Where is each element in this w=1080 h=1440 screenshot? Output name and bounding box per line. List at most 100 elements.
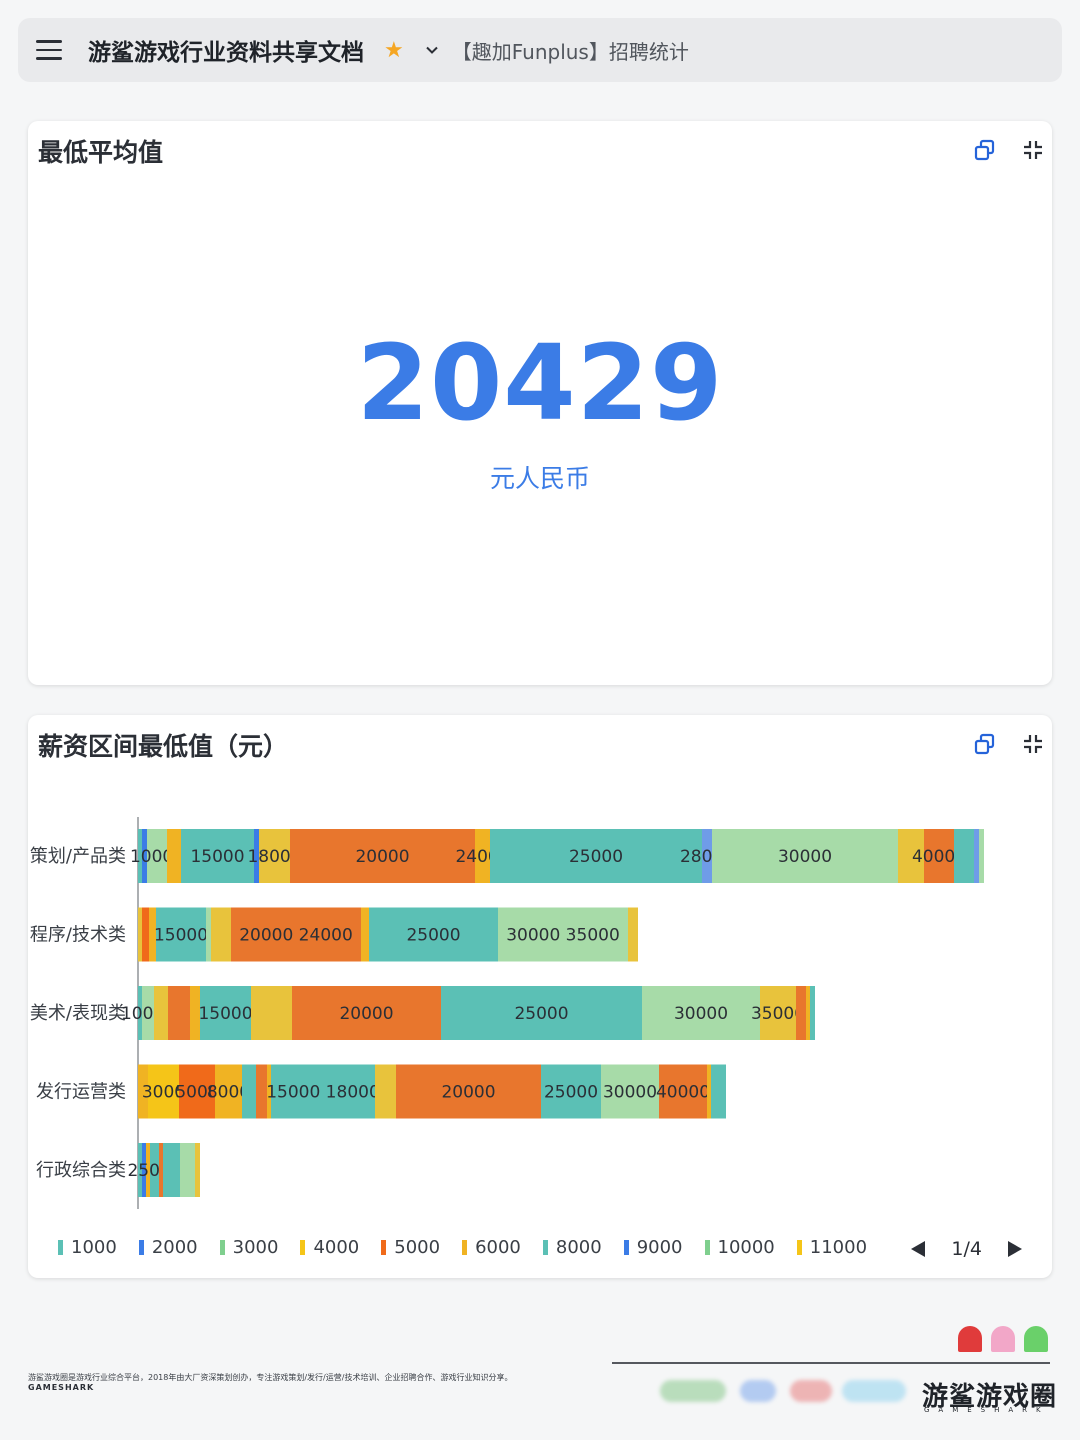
bar-segment[interactable] [138, 1143, 142, 1197]
bar-segment[interactable] [138, 986, 142, 1040]
bar-segment[interactable] [154, 986, 168, 1040]
bar-segment[interactable] [167, 829, 181, 883]
legend-item[interactable]: 4000 [300, 1237, 359, 1258]
bar-segment[interactable] [150, 1143, 159, 1197]
bar-segment[interactable] [259, 829, 290, 883]
card-title: 最低平均值 [38, 138, 164, 167]
legend-item[interactable]: 8000 [542, 1237, 602, 1258]
menu-icon[interactable] [36, 40, 62, 60]
legend-item[interactable]: 5000 [381, 1237, 440, 1258]
legend-item[interactable]: 1000 [58, 1237, 117, 1258]
brand-subtitle: GAMESHARK [924, 1406, 1050, 1414]
ghost-icon [958, 1326, 982, 1352]
bar-segment[interactable] [707, 1064, 711, 1119]
data-label: 20000 [339, 1004, 393, 1024]
bar-segment[interactable] [954, 829, 974, 883]
bar-segment[interactable] [179, 1064, 215, 1119]
bar-segment[interactable] [796, 986, 806, 1040]
bar-segment[interactable] [195, 1143, 200, 1197]
collapse-icon[interactable] [1022, 733, 1044, 755]
legend-item[interactable]: 11000 [796, 1237, 867, 1258]
bar-segment[interactable] [142, 907, 149, 962]
bar-segment[interactable] [206, 907, 211, 962]
bar-segment[interactable] [190, 986, 200, 1040]
bar-segment[interactable] [924, 829, 954, 883]
bar-segment[interactable] [712, 829, 898, 883]
bar-segment[interactable] [138, 907, 142, 962]
bar-segment[interactable] [498, 907, 628, 962]
bar-segment[interactable] [138, 1064, 148, 1119]
bar-segment[interactable] [361, 907, 369, 962]
bar-segment[interactable] [628, 907, 638, 962]
bar-segment[interactable] [490, 829, 702, 883]
bar-segment[interactable] [156, 907, 206, 962]
bar-segment[interactable] [254, 829, 259, 883]
bar-segment[interactable] [898, 829, 924, 883]
bar-segment[interactable] [256, 1064, 267, 1119]
bar-segment[interactable] [702, 829, 712, 883]
footer-divider [612, 1362, 1050, 1364]
bar-segment[interactable] [142, 1143, 146, 1197]
bar-segment[interactable] [181, 829, 254, 883]
bar-segment[interactable] [974, 829, 979, 883]
bar-segment[interactable] [215, 1064, 242, 1119]
collapse-icon[interactable] [1022, 139, 1044, 161]
bar-segment[interactable] [163, 1143, 180, 1197]
data-label: 30000 [674, 1004, 728, 1024]
bar-segment[interactable] [147, 829, 167, 883]
legend-item[interactable]: 6000 [462, 1237, 521, 1258]
bar-segment[interactable] [369, 907, 498, 962]
bar-segment[interactable] [810, 986, 815, 1040]
bar-segment[interactable] [642, 986, 760, 1040]
bar-segment[interactable] [138, 829, 142, 883]
bar-segment[interactable] [659, 1064, 707, 1119]
bar-segment[interactable] [142, 986, 154, 1040]
bar-segment[interactable] [396, 1064, 541, 1119]
partner-logo-blur [660, 1380, 726, 1402]
next-page-icon[interactable] [1008, 1241, 1022, 1257]
copy-icon[interactable] [974, 139, 996, 161]
bar-segment[interactable] [806, 986, 810, 1040]
legend-swatch [219, 1240, 225, 1255]
bar-segment[interactable] [242, 1064, 256, 1119]
bar-segment[interactable] [148, 1064, 179, 1119]
bar-segment[interactable] [541, 1064, 601, 1119]
bar-segment[interactable] [979, 829, 984, 883]
footer-brand-small: GAMESHARK [28, 1383, 95, 1392]
bar-segment[interactable] [149, 907, 156, 962]
bar-segment[interactable] [200, 986, 251, 1040]
legend-swatch [58, 1240, 63, 1255]
bar-segment[interactable] [601, 1064, 659, 1119]
bar-segment[interactable] [475, 829, 490, 883]
bar-segment[interactable] [375, 1064, 396, 1119]
chevron-down-icon[interactable] [426, 44, 438, 56]
bar-segment[interactable] [292, 986, 441, 1040]
bar-segment[interactable] [168, 986, 190, 1040]
card-title: 薪资区间最低值（元） [38, 732, 289, 761]
copy-icon[interactable] [974, 733, 996, 755]
bar-segment[interactable] [231, 907, 361, 962]
bar-segment[interactable] [267, 1064, 271, 1119]
star-icon[interactable]: ★ [384, 37, 404, 63]
average-value: 20429 [356, 322, 724, 444]
bar-segment[interactable] [180, 1143, 195, 1197]
bar-segment[interactable] [441, 986, 642, 1040]
bar-segment[interactable] [159, 1143, 163, 1197]
bar-segment[interactable] [142, 829, 147, 883]
legend-item[interactable]: 10000 [704, 1237, 775, 1258]
bar-segment[interactable] [271, 1064, 375, 1119]
bar-segment[interactable] [146, 1143, 150, 1197]
doc-title: 游鲨游戏行业资料共享文档 [88, 40, 364, 66]
bar-segment[interactable] [251, 986, 292, 1040]
data-label: 15000 [190, 847, 244, 867]
legend-item[interactable]: 9000 [623, 1237, 683, 1258]
previous-page-icon[interactable] [911, 1241, 926, 1257]
bar-segment[interactable] [211, 907, 231, 962]
legend-label: 6000 [475, 1237, 521, 1258]
legend-item[interactable]: 2000 [138, 1237, 198, 1258]
bar-segment[interactable] [290, 829, 475, 883]
bar-segment[interactable] [711, 1064, 726, 1119]
bar-segment[interactable] [760, 986, 796, 1040]
breadcrumb[interactable]: 【趣加Funplus】招聘统计 [451, 39, 689, 64]
legend-item[interactable]: 3000 [219, 1237, 278, 1258]
